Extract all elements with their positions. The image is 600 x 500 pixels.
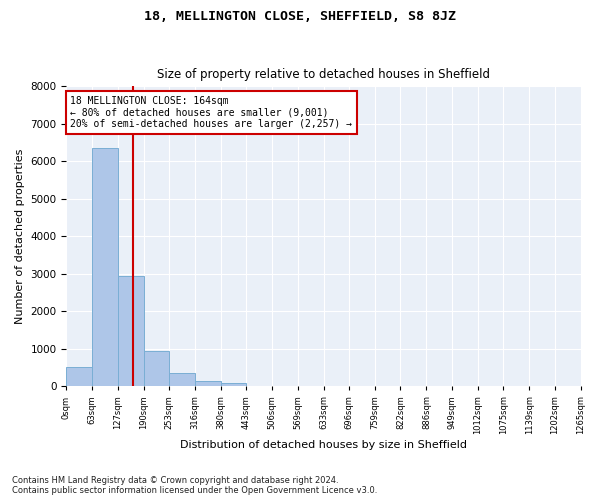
Text: 18, MELLINGTON CLOSE, SHEFFIELD, S8 8JZ: 18, MELLINGTON CLOSE, SHEFFIELD, S8 8JZ [144,10,456,23]
Bar [92,148,118,386]
Bar [195,381,221,386]
Bar [143,351,169,386]
Bar [118,276,143,386]
Title: Size of property relative to detached houses in Sheffield: Size of property relative to detached ho… [157,68,490,81]
Y-axis label: Number of detached properties: Number of detached properties [15,148,25,324]
Text: 18 MELLINGTON CLOSE: 164sqm
← 80% of detached houses are smaller (9,001)
20% of : 18 MELLINGTON CLOSE: 164sqm ← 80% of det… [70,96,352,129]
X-axis label: Distribution of detached houses by size in Sheffield: Distribution of detached houses by size … [180,440,467,450]
Bar [169,374,195,386]
Text: Contains HM Land Registry data © Crown copyright and database right 2024.
Contai: Contains HM Land Registry data © Crown c… [12,476,377,495]
Bar [67,366,92,386]
Bar [221,382,247,386]
